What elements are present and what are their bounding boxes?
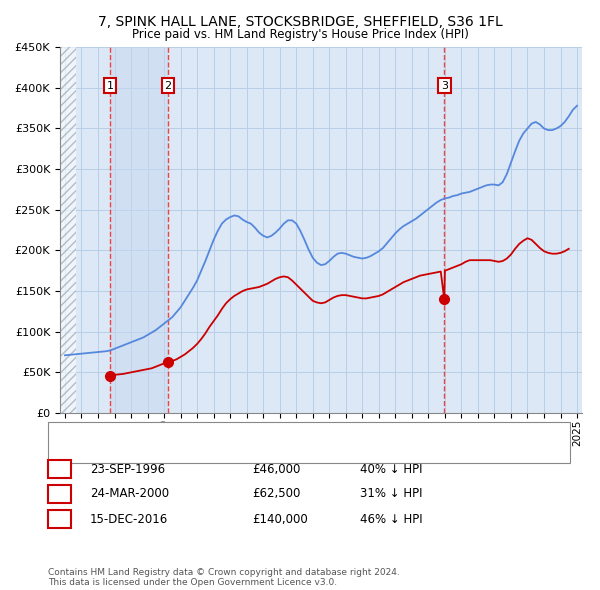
Text: 23-SEP-1996: 23-SEP-1996 — [90, 463, 165, 476]
Text: 7, SPINK HALL LANE, STOCKSBRIDGE, SHEFFIELD, S36 1FL (detached house): 7, SPINK HALL LANE, STOCKSBRIDGE, SHEFFI… — [114, 424, 512, 433]
Bar — [110, 47, 168, 413]
Text: 3: 3 — [441, 81, 448, 91]
Text: Contains HM Land Registry data © Crown copyright and database right 2024.
This d: Contains HM Land Registry data © Crown c… — [48, 568, 400, 587]
Bar — [60, 47, 76, 413]
Text: £140,000: £140,000 — [252, 513, 308, 526]
Text: 2: 2 — [164, 81, 172, 91]
Text: 40% ↓ HPI: 40% ↓ HPI — [360, 463, 422, 476]
Text: 46% ↓ HPI: 46% ↓ HPI — [360, 513, 422, 526]
Text: 7, SPINK HALL LANE, STOCKSBRIDGE, SHEFFIELD, S36 1FL: 7, SPINK HALL LANE, STOCKSBRIDGE, SHEFFI… — [98, 15, 502, 29]
Text: 1: 1 — [107, 81, 113, 91]
Text: 1: 1 — [55, 463, 64, 476]
Text: 24-MAR-2000: 24-MAR-2000 — [90, 487, 169, 500]
Text: 3: 3 — [55, 513, 64, 526]
Text: 15-DEC-2016: 15-DEC-2016 — [90, 513, 168, 526]
Text: £62,500: £62,500 — [252, 487, 301, 500]
Text: 2: 2 — [55, 487, 64, 500]
Text: £46,000: £46,000 — [252, 463, 301, 476]
Text: 31% ↓ HPI: 31% ↓ HPI — [360, 487, 422, 500]
Text: Price paid vs. HM Land Registry's House Price Index (HPI): Price paid vs. HM Land Registry's House … — [131, 28, 469, 41]
Text: HPI: Average price, detached house, Sheffield: HPI: Average price, detached house, Shef… — [114, 438, 353, 447]
